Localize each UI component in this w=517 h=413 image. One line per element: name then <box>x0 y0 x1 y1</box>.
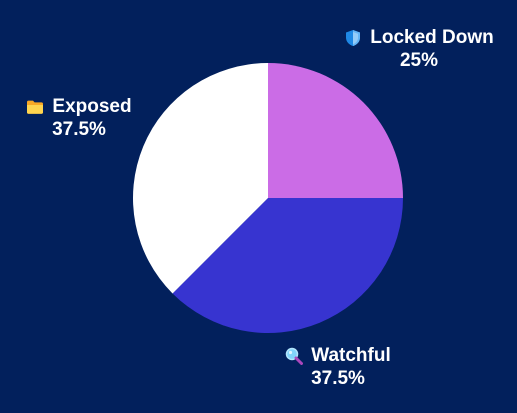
pie-slice-exposed <box>132 63 268 294</box>
magnifier-icon <box>285 347 304 365</box>
pie-slice-locked-down <box>268 63 403 198</box>
pie-slice-watchful <box>172 198 403 334</box>
folder-icon <box>27 100 44 114</box>
slice-name: Exposed <box>52 96 132 117</box>
slice-percent: 25% <box>399 50 439 71</box>
slice-label-watchful: Watchful 37.5% <box>268 344 408 390</box>
pie-slices <box>132 63 403 334</box>
slice-percent: 37.5% <box>52 119 106 140</box>
slice-name: Watchful <box>311 345 391 366</box>
slice-label-locked-down: Locked Down 25% <box>334 26 504 72</box>
slice-name: Locked Down <box>370 27 494 48</box>
slice-percent: 37.5% <box>311 368 365 389</box>
slice-label-exposed: Exposed 37.5% <box>14 95 144 141</box>
shield-icon <box>346 29 361 46</box>
